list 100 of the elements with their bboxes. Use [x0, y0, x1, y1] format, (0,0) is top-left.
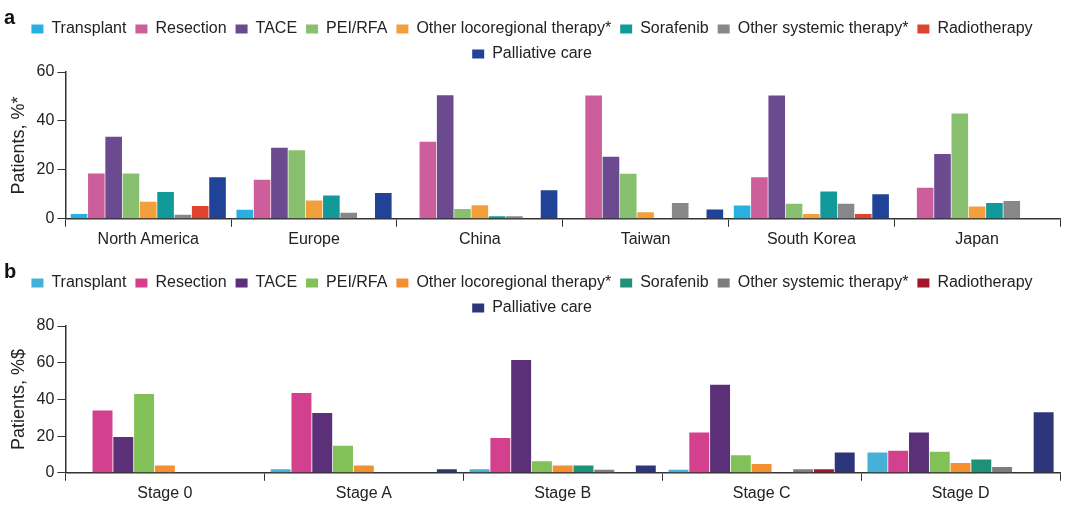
bar [671, 202, 689, 219]
x-tick-label: Japan [955, 229, 999, 247]
bar [820, 191, 837, 219]
bar [419, 141, 437, 219]
y-axis-title: Patients, %$ [7, 348, 28, 450]
bar [837, 203, 855, 219]
y-tick-label: 80 [36, 316, 55, 334]
legend-label: Transplant [51, 19, 127, 37]
bar [602, 156, 620, 219]
bar [209, 177, 226, 219]
y-axis-title: Patients, %* [7, 96, 28, 195]
x-tick-label: Stage C [732, 483, 791, 501]
bar [154, 465, 175, 473]
bar [992, 466, 1013, 473]
bar [1033, 412, 1054, 473]
bar [710, 384, 731, 473]
y-tick-label: 20 [36, 160, 55, 178]
bar [585, 95, 602, 219]
bar [436, 95, 454, 219]
bar [236, 209, 254, 219]
bar [323, 195, 340, 219]
bar [619, 173, 637, 219]
x-tick-label: Europe [288, 229, 340, 247]
chart-title: b [4, 259, 17, 282]
bar [768, 95, 786, 219]
bar [436, 469, 457, 473]
legend-label: TACE [255, 19, 298, 37]
legend-label: Radiotherapy [937, 273, 1033, 291]
y-tick-label: 20 [36, 426, 55, 444]
bar [270, 469, 291, 473]
bar [916, 187, 934, 219]
bar [288, 150, 306, 219]
x-tick-label: Stage A [335, 483, 393, 501]
bar [113, 437, 134, 473]
legend-label: Resection [155, 19, 227, 37]
bar [88, 173, 105, 219]
legend-label: Other locoregional therapy* [416, 19, 612, 37]
y-tick-label: 40 [36, 111, 55, 129]
y-tick-label: 0 [45, 463, 55, 481]
legend-label: Transplant [51, 273, 127, 291]
bar [854, 213, 872, 219]
bar [689, 432, 710, 473]
bar [454, 209, 471, 219]
bar [139, 201, 157, 219]
bar [909, 432, 929, 473]
bar [733, 205, 751, 219]
legend-label: Palliative care [492, 298, 592, 316]
bar [305, 200, 323, 219]
bar [803, 213, 820, 219]
bar [986, 202, 1003, 219]
bar [105, 136, 122, 219]
bar [867, 452, 888, 473]
x-tick-label: Stage 0 [137, 483, 193, 501]
x-tick-label: North America [97, 229, 200, 247]
bar [122, 173, 140, 219]
legend-label: PEI/RFA [326, 19, 388, 37]
y-tick-label: 60 [36, 353, 55, 371]
legend-label: Sorafenib [640, 273, 709, 291]
y-tick-label: 0 [45, 209, 55, 227]
bar [471, 205, 489, 219]
bar [785, 203, 803, 219]
legend-label: Other systemic therapy* [737, 273, 909, 291]
bar [253, 179, 271, 219]
legend-label: TACE [255, 273, 298, 291]
bar [793, 469, 814, 473]
bar [637, 212, 654, 219]
bar [1003, 200, 1021, 219]
bar [552, 465, 573, 473]
bar [340, 212, 357, 219]
bar [929, 451, 950, 473]
bar [635, 465, 656, 473]
x-tick-label: South Korea [766, 229, 856, 247]
bar [469, 469, 490, 473]
bar [490, 437, 511, 473]
bar [511, 359, 532, 473]
x-tick-label: Stage D [931, 483, 990, 501]
legend-label: Palliative care [492, 44, 592, 62]
legend-label: Sorafenib [640, 19, 709, 37]
x-tick-label: China [458, 229, 501, 247]
bar [751, 463, 772, 473]
bar [353, 465, 374, 473]
bar [374, 193, 392, 219]
legend-label: Other locoregional therapy* [416, 273, 612, 291]
bar [834, 452, 855, 473]
chart-title: a [4, 5, 16, 28]
bar [333, 445, 353, 473]
bar [573, 465, 594, 473]
bar [730, 455, 751, 473]
x-tick-label: Stage B [534, 483, 592, 501]
bar [751, 177, 768, 219]
legend-label: Radiotherapy [937, 19, 1033, 37]
bar [813, 469, 834, 473]
bar [540, 190, 558, 219]
legend-label: Resection [155, 273, 227, 291]
bar [968, 206, 986, 219]
legend-label: PEI/RFA [326, 273, 388, 291]
bar [531, 461, 552, 473]
bar [951, 113, 969, 219]
bar [971, 459, 992, 473]
bar [92, 410, 113, 473]
